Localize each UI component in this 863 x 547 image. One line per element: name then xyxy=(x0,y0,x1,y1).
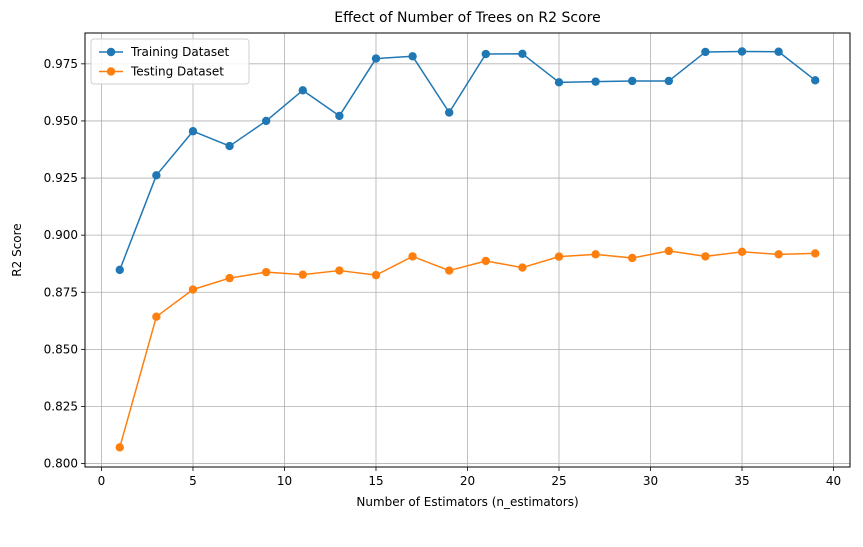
data-point xyxy=(774,250,783,259)
x-tick-label: 35 xyxy=(734,474,749,488)
series-testing xyxy=(115,246,820,452)
data-point xyxy=(518,49,527,58)
y-tick-label: 0.925 xyxy=(44,171,78,185)
legend-item: Training Dataset xyxy=(99,45,229,59)
data-point xyxy=(554,252,564,261)
data-point xyxy=(371,270,381,280)
data-point xyxy=(444,266,454,275)
data-point xyxy=(408,52,417,61)
data-point xyxy=(811,76,820,85)
y-tick-label: 0.800 xyxy=(44,457,78,471)
data-point xyxy=(261,267,271,277)
data-point xyxy=(188,285,198,294)
y-tick-label: 0.825 xyxy=(44,399,78,413)
data-point xyxy=(518,263,527,272)
legend-swatch-marker xyxy=(106,67,116,76)
data-point xyxy=(298,86,307,95)
legend-label: Training Dataset xyxy=(130,45,229,59)
data-point xyxy=(371,54,381,63)
x-tick-label: 40 xyxy=(826,474,841,488)
y-tick-label: 0.850 xyxy=(44,342,78,356)
legend: Training Dataset Testing Dataset xyxy=(90,38,250,85)
data-point xyxy=(664,246,674,256)
data-point xyxy=(591,77,600,86)
x-tick-label: 5 xyxy=(189,474,197,488)
y-tick-label: 0.975 xyxy=(44,57,78,71)
data-point xyxy=(444,108,454,117)
data-point xyxy=(811,249,820,258)
x-tick-label: 15 xyxy=(368,474,383,488)
y-axis-label: R2 Score xyxy=(10,223,24,276)
data-point xyxy=(481,256,491,266)
legend-label: Testing Dataset xyxy=(130,65,224,79)
series-line xyxy=(119,250,816,448)
data-point xyxy=(152,312,161,321)
data-point xyxy=(408,252,417,261)
data-point xyxy=(701,47,710,57)
legend-item: Testing Dataset xyxy=(99,65,224,79)
data-point xyxy=(554,78,564,87)
data-point xyxy=(628,76,637,86)
data-point xyxy=(115,443,124,452)
x-tick-label: 20 xyxy=(460,474,475,488)
data-point xyxy=(152,171,161,180)
data-point xyxy=(701,252,710,261)
x-tick-label: 10 xyxy=(277,474,292,488)
data-point xyxy=(261,116,271,126)
legend-box xyxy=(90,38,250,85)
data-point xyxy=(298,270,307,279)
chart-title: Effect of Number of Trees on R2 Score xyxy=(334,10,600,26)
data-point xyxy=(737,247,747,257)
data-point xyxy=(335,266,344,275)
series-line xyxy=(119,50,816,271)
data-point xyxy=(335,111,344,121)
series-layer xyxy=(115,47,820,452)
data-point xyxy=(225,273,234,283)
data-point xyxy=(481,49,491,59)
y-tick-label: 0.950 xyxy=(44,114,78,128)
data-point xyxy=(664,76,674,86)
data-point xyxy=(188,127,198,136)
data-point xyxy=(737,47,747,56)
axis-ticks: 0 5 10 15 20 25 30 35 40 0.800 0.825 0.850 0.875 0.90… xyxy=(44,57,842,488)
legend-swatch-marker xyxy=(106,47,116,57)
y-tick-label: 0.875 xyxy=(44,285,78,299)
data-point xyxy=(774,47,783,56)
data-point xyxy=(225,141,234,151)
x-tick-label: 0 xyxy=(98,474,106,488)
y-tick-label: 0.900 xyxy=(44,228,78,242)
data-point xyxy=(115,265,124,275)
x-axis-label: Number of Estimators (n_estimators) xyxy=(356,495,578,509)
series-training xyxy=(115,47,820,275)
data-point xyxy=(628,253,637,263)
data-point xyxy=(591,250,600,259)
x-tick-label: 25 xyxy=(551,474,566,488)
x-tick-label: 30 xyxy=(643,474,658,488)
